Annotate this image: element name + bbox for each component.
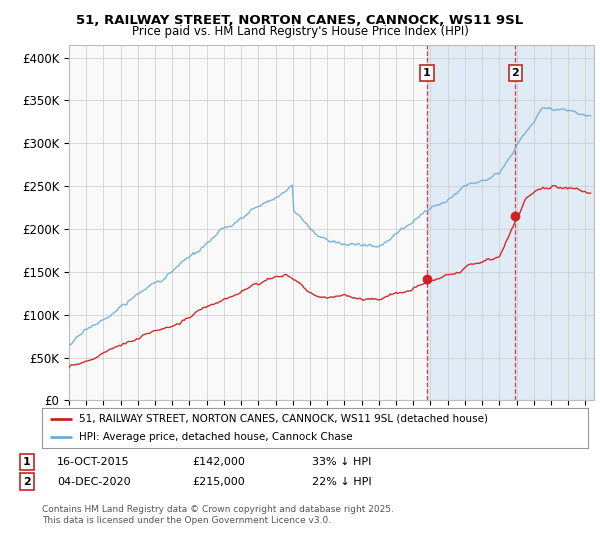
Text: £142,000: £142,000 bbox=[192, 457, 245, 467]
Text: 1: 1 bbox=[423, 68, 431, 78]
Text: 33% ↓ HPI: 33% ↓ HPI bbox=[312, 457, 371, 467]
Text: 1: 1 bbox=[23, 457, 31, 467]
Text: Contains HM Land Registry data © Crown copyright and database right 2025.
This d: Contains HM Land Registry data © Crown c… bbox=[42, 505, 394, 525]
Bar bbox=[427, 45, 594, 400]
Text: 51, RAILWAY STREET, NORTON CANES, CANNOCK, WS11 9SL: 51, RAILWAY STREET, NORTON CANES, CANNOC… bbox=[76, 14, 524, 27]
Text: HPI: Average price, detached house, Cannock Chase: HPI: Average price, detached house, Cann… bbox=[79, 432, 353, 442]
Text: 2: 2 bbox=[511, 68, 519, 78]
Text: Price paid vs. HM Land Registry's House Price Index (HPI): Price paid vs. HM Land Registry's House … bbox=[131, 25, 469, 38]
Text: 04-DEC-2020: 04-DEC-2020 bbox=[57, 477, 131, 487]
Text: 51, RAILWAY STREET, NORTON CANES, CANNOCK, WS11 9SL (detached house): 51, RAILWAY STREET, NORTON CANES, CANNOC… bbox=[79, 414, 488, 423]
Text: 16-OCT-2015: 16-OCT-2015 bbox=[57, 457, 130, 467]
Text: £215,000: £215,000 bbox=[192, 477, 245, 487]
Text: 22% ↓ HPI: 22% ↓ HPI bbox=[312, 477, 371, 487]
Text: 2: 2 bbox=[23, 477, 31, 487]
